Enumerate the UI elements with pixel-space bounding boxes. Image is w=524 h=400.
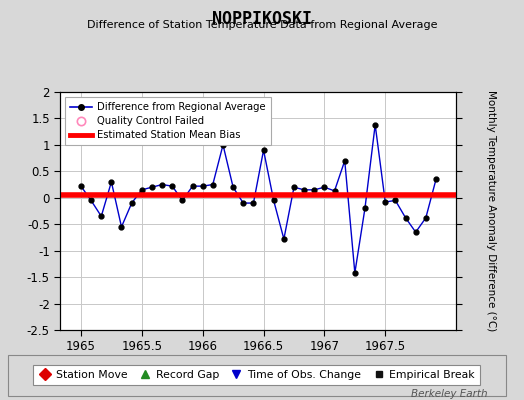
Text: Berkeley Earth: Berkeley Earth <box>411 389 487 399</box>
Y-axis label: Monthly Temperature Anomaly Difference (°C): Monthly Temperature Anomaly Difference (… <box>486 90 496 332</box>
Text: NOPPIKOSKI: NOPPIKOSKI <box>212 10 312 28</box>
FancyBboxPatch shape <box>8 355 506 396</box>
Text: Difference of Station Temperature Data from Regional Average: Difference of Station Temperature Data f… <box>87 20 437 30</box>
Legend: Difference from Regional Average, Quality Control Failed, Estimated Station Mean: Difference from Regional Average, Qualit… <box>66 97 271 145</box>
Legend: Station Move, Record Gap, Time of Obs. Change, Empirical Break: Station Move, Record Gap, Time of Obs. C… <box>33 364 481 386</box>
